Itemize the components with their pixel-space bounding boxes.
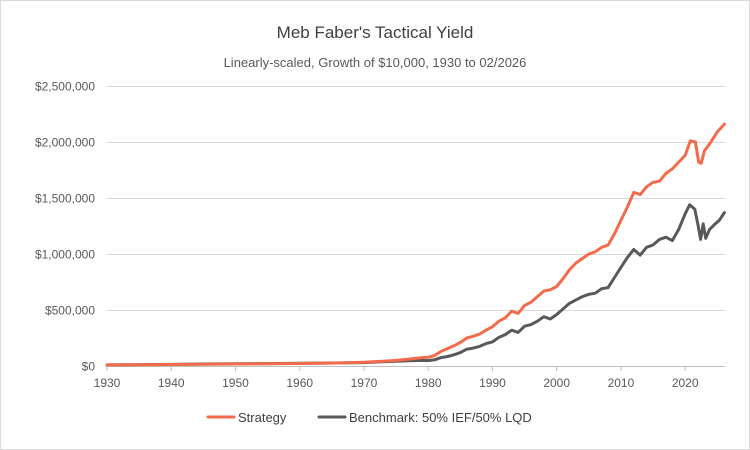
y-tick-label: $1,000,000 — [35, 248, 95, 262]
chart-title: Meb Faber's Tactical Yield — [277, 23, 474, 42]
x-tick-label: 1940 — [158, 376, 185, 390]
x-tick-label: 1950 — [222, 376, 249, 390]
series-line-benchmark-50-ief-50-lqd — [105, 203, 726, 367]
x-axis-ticks: 1930 1940 1950 1960 1970 1980 1990 2000 2010 2020 — [94, 366, 699, 390]
legend: Strategy Benchmark: 50% IEF/50% LQD — [206, 410, 532, 425]
y-tick-label: $1,500,000 — [35, 192, 95, 206]
y-tick-label: $0 — [82, 360, 96, 374]
x-tick-label: 1930 — [94, 376, 121, 390]
y-tick-label: $2,000,000 — [35, 136, 95, 150]
x-tick-label: 1990 — [479, 376, 506, 390]
y-axis-ticks: $0 $500,000 $1,000,000 $1,500,000 $2,000,000… — [35, 80, 95, 374]
y-tick-label: $2,500,000 — [35, 80, 95, 94]
x-tick-label: 2010 — [608, 376, 635, 390]
gridlines — [107, 86, 725, 367]
x-tick-label: 1960 — [286, 376, 313, 390]
x-tick-label: 2000 — [543, 376, 570, 390]
x-tick-label: 1980 — [415, 376, 442, 390]
series-lines — [105, 122, 726, 367]
series-line-strategy — [105, 122, 726, 367]
legend-label: Strategy — [238, 410, 287, 425]
chart-subtitle: Linearly-scaled, Growth of $10,000, 1930… — [224, 55, 527, 70]
x-tick-label: 2020 — [672, 376, 699, 390]
legend-label: Benchmark: 50% IEF/50% LQD — [349, 410, 532, 425]
x-tick-label: 1970 — [351, 376, 378, 390]
y-tick-label: $500,000 — [45, 304, 95, 318]
